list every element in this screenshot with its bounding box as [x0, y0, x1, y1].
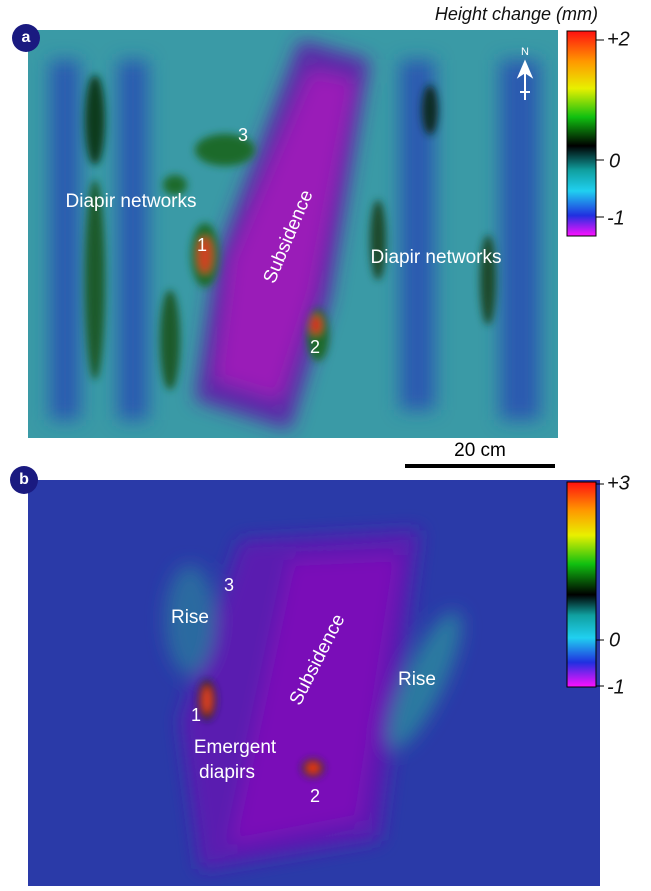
colorbar-tick-label: -1 [607, 207, 625, 229]
colorbar [567, 31, 596, 236]
north-label: N [521, 46, 529, 58]
annotation: Diapir networks [66, 191, 197, 212]
annotation: 3 [238, 125, 248, 145]
annotation: Rise [398, 669, 436, 690]
legend-title: Height change (mm) [435, 4, 598, 24]
annotation: Emergent [194, 737, 277, 758]
colorbar-tick-label: +2 [607, 28, 630, 50]
annotation: diapirs [199, 762, 255, 783]
colorbar-tick-label: +3 [607, 472, 630, 494]
colorbar-tick-label: -1 [607, 676, 625, 698]
annotation: Rise [171, 607, 209, 628]
annotation: 2 [310, 337, 320, 357]
annotation: 1 [197, 235, 207, 255]
annotation: Diapir networks [371, 247, 502, 268]
colorbar [567, 482, 596, 687]
figure: a Diapir networks Diapir networks Subsid… [0, 0, 651, 886]
annotation: 1 [191, 705, 201, 725]
annotation: 3 [224, 575, 234, 595]
panel-label: b [19, 471, 29, 488]
panel-label: a [22, 29, 31, 46]
colorbar-tick-label: 0 [609, 150, 620, 172]
colorbar-tick-label: 0 [609, 629, 620, 651]
annotation: 2 [310, 786, 320, 806]
scale-bar-label: 20 cm [454, 440, 506, 461]
